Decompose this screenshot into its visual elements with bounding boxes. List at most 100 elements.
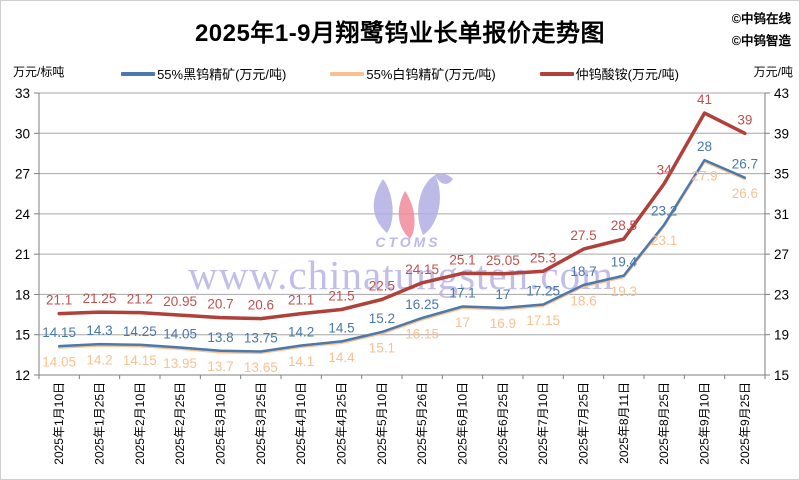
data-label: 20.95 (163, 294, 197, 309)
left-axis-unit-label: 万元/标吨 (13, 65, 65, 79)
data-label: 14.15 (42, 325, 76, 340)
data-label: 28.5 (611, 218, 637, 233)
credits-block: ©中钨在线 ©中钨智造 (732, 9, 791, 53)
left-axis-tick-label: 30 (15, 126, 30, 141)
legend-swatch-line (539, 71, 574, 76)
legend-item: 55%黑钨精矿(万元/吨) (121, 64, 286, 83)
series-line (57, 158, 747, 353)
x-axis-category-label: 2025年2月25日 (173, 382, 187, 465)
data-label: 17.1 (449, 286, 475, 301)
data-label: 14.4 (328, 350, 355, 365)
x-axis-category-label: 2025年2月10日 (133, 382, 147, 465)
data-label: 14.25 (123, 324, 157, 339)
data-label: 16.25 (405, 297, 439, 312)
chart-legend: 55%黑钨精矿(万元/吨) 55%白钨精矿(万元/吨) 仲钨酸铵(万元/吨) (1, 64, 799, 83)
data-label: 14.2 (288, 324, 314, 339)
data-label: 41 (697, 92, 712, 107)
data-label: 21.1 (46, 293, 72, 308)
x-axis-category-label: 2025年5月10日 (375, 382, 389, 465)
data-label: 21.2 (127, 292, 153, 307)
data-label: 15.1 (369, 340, 395, 355)
logo-ctoms-text: CTOMS (375, 234, 440, 250)
x-axis-category-label: 2025年4月25日 (335, 382, 349, 465)
data-label: 24.15 (405, 262, 439, 277)
data-label: 23.2 (651, 204, 677, 219)
data-label: 20.7 (207, 297, 233, 312)
right-axis-tick-label: 35 (774, 167, 789, 182)
credit-line-2: ©中钨智造 (731, 33, 791, 48)
legend-item: 55%白钨精矿(万元/吨) (330, 64, 496, 83)
x-axis-category-label: 2025年1月10日 (52, 382, 66, 465)
data-label: 13.7 (207, 359, 233, 374)
right-axis-tick-label: 43 (774, 86, 789, 101)
data-label: 19.4 (611, 255, 638, 270)
data-label: 25.05 (486, 253, 520, 268)
data-label: 39 (737, 112, 752, 127)
left-axis-tick-label: 21 (15, 247, 30, 262)
right-axis-tick-label: 31 (774, 207, 789, 222)
data-label: 26.7 (732, 157, 758, 172)
x-axis-category-label: 2025年5月26日 (415, 382, 429, 465)
left-axis-tick-label: 27 (15, 167, 30, 182)
logo-petal (435, 173, 453, 184)
data-label: 17.15 (526, 313, 560, 328)
data-label: 14.15 (123, 353, 157, 368)
x-axis-category-label: 2025年3月10日 (214, 382, 228, 465)
right-axis-tick-label: 39 (774, 126, 789, 141)
left-axis-tick-label: 15 (15, 328, 30, 343)
left-axis-tick-label: 24 (15, 207, 31, 222)
right-axis-unit-label: 万元/吨 (753, 65, 793, 79)
left-axis-tick-label: 33 (15, 86, 30, 101)
data-label: 13.75 (244, 331, 278, 346)
right-axis-tick-label: 27 (774, 247, 789, 262)
data-label: 14.3 (86, 323, 112, 338)
data-label: 13.65 (244, 360, 278, 375)
credit-line-1: ©中钨在线 (731, 12, 791, 26)
data-label: 14.2 (86, 352, 112, 367)
data-label: 18.6 (570, 293, 596, 308)
x-axis-category-label: 2025年9月10日 (698, 382, 712, 465)
data-label: 28 (697, 139, 712, 154)
left-axis-tick-label: 18 (15, 287, 30, 302)
data-label: 20.6 (248, 298, 274, 313)
left-axis-tick-label: 12 (15, 368, 30, 383)
data-label: 13.95 (163, 356, 197, 371)
legend-swatch-line (121, 71, 156, 76)
data-label: 22.5 (369, 278, 395, 293)
legend-label: 55%白钨精矿(万元/吨) (366, 67, 496, 82)
data-label: 27.5 (570, 228, 596, 243)
data-label: 21.5 (328, 289, 354, 304)
data-label: 16.15 (405, 326, 439, 341)
logo-petal (398, 191, 415, 239)
x-axis-category-label: 2025年7月10日 (536, 382, 550, 465)
legend-label: 仲钨酸铵(万元/吨) (575, 67, 679, 82)
logo-petal (373, 179, 393, 233)
x-axis-category-label: 2025年7月25日 (577, 382, 591, 465)
x-axis-category-label: 2025年9月25日 (738, 382, 752, 465)
data-label: 15.2 (369, 311, 395, 326)
series-line (57, 111, 747, 321)
data-label: 14.05 (42, 354, 76, 369)
data-label: 25.1 (449, 252, 475, 267)
data-label: 14.05 (163, 326, 197, 341)
data-label: 17 (495, 287, 510, 302)
data-label: 21.1 (288, 293, 314, 308)
legend-item: 仲钨酸铵(万元/吨) (539, 64, 679, 83)
chart-title: 2025年1-9月翔鹭钨业长单报价走势图 (194, 20, 606, 47)
x-axis-category-label: 2025年8月25日 (657, 382, 671, 465)
logo-petal (418, 175, 440, 235)
legend-swatch-line (330, 71, 365, 76)
data-label: 14.1 (288, 354, 314, 369)
right-axis-tick-label: 19 (774, 328, 789, 343)
data-label: 13.8 (207, 330, 233, 345)
data-label: 17 (455, 315, 470, 330)
x-axis-category-label: 2025年3月25日 (254, 382, 268, 465)
x-axis-category-label: 2025年4月10日 (294, 382, 308, 465)
x-axis-category-label: 2025年6月25日 (496, 382, 510, 465)
x-axis-category-label: 2025年8月11日 (617, 382, 631, 464)
data-label: 23.1 (651, 233, 677, 248)
data-label: 26.6 (732, 186, 758, 201)
